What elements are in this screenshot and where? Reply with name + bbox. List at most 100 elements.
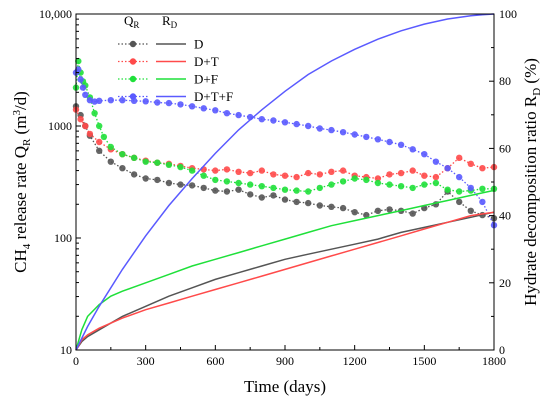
qr-point-d-f <box>421 181 428 188</box>
ticks-layer: 0 300 600 900 1200 1500 1800 10 100 1000 10,000 0 20… <box>39 7 517 368</box>
legend-label: D+F <box>194 72 218 87</box>
qr-point-d-t <box>82 122 89 130</box>
legend-qr-swatch-marker <box>129 93 137 100</box>
x-tick-label: 1500 <box>412 354 436 368</box>
y-right-label-rest: (%) <box>521 58 540 88</box>
qr-point-d-t-f <box>82 91 89 99</box>
qr-point-d-t <box>281 172 289 179</box>
qr-point-d-t <box>96 138 103 146</box>
qr-point-d <box>305 199 312 207</box>
qr-point-d-f <box>223 178 231 185</box>
qr-point-d-f <box>96 122 103 130</box>
qr-point-d-t <box>77 116 84 123</box>
qr-point-d-t-f <box>212 107 219 114</box>
y-right-tick-label: 20 <box>499 276 511 290</box>
legend-header-qr: QR <box>124 13 139 30</box>
legend-label: D+T+F <box>194 89 233 104</box>
qr-point-d <box>258 194 265 201</box>
qr-point-d-f <box>119 151 126 158</box>
qr-point-d <box>374 207 382 214</box>
y-left-label-unit-pre: (m <box>11 116 30 139</box>
qr-point-d-f <box>270 184 277 192</box>
qr-point-d-t-f <box>328 126 335 134</box>
y-left-label-subR: R <box>21 138 33 146</box>
qr-point-d-f <box>444 186 451 193</box>
series-layer <box>72 13 498 351</box>
qr-point-d <box>142 175 149 182</box>
qr-point-d-f <box>235 179 242 187</box>
qr-point-d-t-f <box>409 146 416 153</box>
qr-point-d-t-f <box>316 125 323 132</box>
qr-point-d-t-f <box>270 117 277 124</box>
qr-point-d-t-f <box>142 98 149 105</box>
x-tick-label: 300 <box>137 354 155 368</box>
qr-point-d-f <box>351 175 358 182</box>
qr-point-d-f <box>339 178 347 185</box>
qr-point-d-t <box>339 167 347 174</box>
qr-point-d <box>270 192 277 199</box>
qr-point-d-t <box>212 167 219 174</box>
y-left-label-main: CH <box>11 249 30 273</box>
qr-point-d-t <box>305 169 312 177</box>
qr-point-d-f <box>142 158 149 165</box>
legend-qr-swatch-marker <box>129 58 137 65</box>
qr-point-d-t <box>432 173 440 181</box>
qr-point-d-t-f <box>386 138 393 146</box>
qr-point-d-f <box>316 184 323 192</box>
x-tick-label: 1800 <box>482 354 506 368</box>
y-left-label-sub4: 4 <box>21 243 33 249</box>
qr-point-d-t-f <box>96 97 103 105</box>
qr-point-d <box>165 179 173 187</box>
y-right-label-subD: D <box>531 88 543 96</box>
qr-point-d-t <box>247 169 254 177</box>
qr-point-d-f <box>409 184 416 192</box>
rd-line-d <box>75 211 495 351</box>
qr-point-d-t <box>386 171 393 178</box>
qr-point-d <box>339 204 347 212</box>
qr-point-d-t-f <box>456 173 463 181</box>
y-right-tick-label: 100 <box>499 7 517 21</box>
qr-point-d-t-f <box>467 184 474 192</box>
qr-point-d-f <box>212 176 219 184</box>
qr-point-d-t-f <box>154 99 161 106</box>
x-axis-label: Time (days) <box>244 377 326 396</box>
qr-point-d <box>409 210 416 217</box>
qr-point-d-f <box>305 188 312 195</box>
y-right-tick-label: 40 <box>499 209 511 223</box>
qr-point-d-f <box>479 185 486 192</box>
qr-point-d <box>235 186 242 193</box>
qr-point-d-t <box>479 165 486 172</box>
y-left-label-rest: release rate Q <box>11 146 30 244</box>
qr-point-d-f <box>200 172 207 179</box>
qr-point-d-t-f <box>119 97 126 104</box>
qr-point-d-t-f <box>374 136 382 143</box>
qr-point-d <box>119 165 126 172</box>
qr-point-d-f <box>75 57 82 65</box>
legend-label: D <box>194 37 203 52</box>
qr-point-d-t <box>328 168 335 175</box>
qr-point-d <box>316 202 323 209</box>
qr-point-d-f <box>154 159 161 166</box>
qr-point-d-t <box>374 175 382 182</box>
qr-point-d-f <box>107 143 115 151</box>
qr-point-d-t-f <box>165 99 173 107</box>
legend-qr-swatch-marker <box>129 40 137 48</box>
rd-line-d-f <box>75 189 495 351</box>
y-left-label-sup3: 3 <box>11 110 23 116</box>
legend-label: D+T <box>194 54 219 69</box>
qr-point-d-f <box>130 154 138 161</box>
qr-point-d-t-f <box>107 97 115 104</box>
qr-point-d-f <box>363 176 370 184</box>
qr-point-d-t-f <box>77 76 84 83</box>
qr-point-d-t-f <box>235 111 242 119</box>
qr-point-d-t-f <box>305 122 312 130</box>
x-tick-label: 600 <box>206 354 224 368</box>
plot-frame <box>75 13 495 351</box>
qr-point-d-t <box>421 172 428 179</box>
qr-point-d <box>107 158 115 165</box>
qr-point-d-t-f <box>293 120 300 128</box>
qr-point-d-f <box>386 181 393 188</box>
qr-point-d-t-f <box>223 110 231 117</box>
y-right-axis-label: Hydrate decomposition ratio RD (%) <box>521 58 543 306</box>
qr-point-d-t-f <box>200 105 207 112</box>
